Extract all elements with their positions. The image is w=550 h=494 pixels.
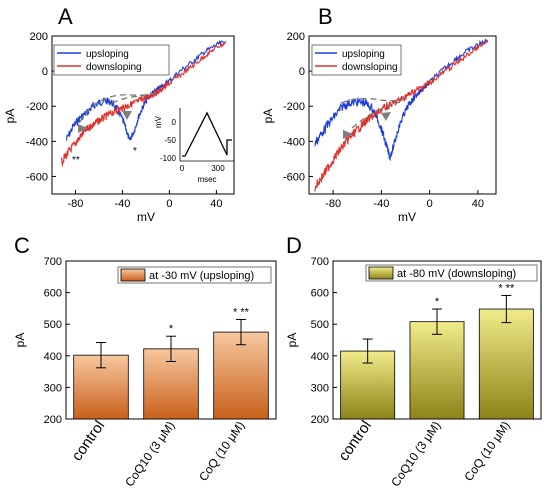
bar-1 [409,321,465,420]
x-tick-label: 40 [472,198,484,210]
y-tick-label: -600 [26,171,48,183]
panel-a-frame [51,35,235,195]
inset-xtick-1: 300 [211,164,225,173]
inset-ytick-1: -50 [164,136,176,145]
panel-a-xlabel: mV [137,210,155,224]
y-tick-label: 200 [287,31,305,43]
y-tick-label: 500 [311,319,329,331]
y-tick-label: 700 [311,256,329,268]
panel-c-ylabel: pA [13,333,27,348]
panel-a-legend: upsloping downsloping [53,44,170,76]
panel-b-dashed-guide [340,97,411,104]
panel-a-significance-1: ** [72,155,80,166]
panel-a-ylabel: pA [3,109,17,124]
inset-xlabel: msec [197,175,216,184]
x-tick-label: 40 [210,198,222,210]
legend-upsloping-label: upsloping [342,49,385,60]
panel-a-significance-2: * [133,146,137,157]
inset-ylabel: mV [154,115,163,128]
y-tick-label: 0 [299,66,305,78]
y-tick-label: 700 [44,256,62,268]
category-label: CoQ10 (3 μM) [122,419,177,490]
panel-a-dashed-guide-2 [111,95,151,104]
significance-label: * ** [233,306,250,318]
category-label: CoQ (10 μM) [196,419,247,484]
inset-ytick-2: -100 [160,154,177,163]
bar-2 [478,308,534,420]
category-label: CoQ10 (3 μM) [388,419,443,490]
panel-letter-c: C [14,233,30,258]
y-tick-label: -200 [283,101,305,113]
panel-b-xlabel: mV [398,210,416,224]
inset-voltage-protocol [182,111,232,157]
panel-a-arrow-marker [78,124,88,133]
inset-xtick-0: 0 [180,164,185,173]
panel-b-arrow-marker [343,130,353,139]
panel-letter-a: A [58,4,73,29]
x-tick-label: 0 [427,198,433,210]
y-tick-label: -200 [26,101,48,113]
bar-2 [213,331,269,420]
series-upsloping-line [314,38,489,162]
significance-label: * ** [498,282,515,294]
y-tick-label: 500 [44,319,62,331]
series-downsloping-line [60,40,227,168]
panel-b-legend: upsloping downsloping [311,44,402,76]
panel-letter-b: B [318,4,333,29]
y-tick-label: 200 [311,414,329,426]
legend-upsloping-label: upsloping [86,49,129,60]
x-tick-label: 0 [166,198,172,210]
y-tick-label: 300 [311,382,329,394]
y-tick-label: -600 [283,171,305,183]
y-tick-label: 400 [44,351,62,363]
panel-a-arrow-marker-2 [122,111,132,120]
panel-c-legend: at -30 mV (upsloping) [117,266,272,284]
legend-swatch [368,266,394,280]
panel-b-dashed-guide-2 [351,101,401,129]
panel-c-legend-label: at -30 mV (upsloping) [149,270,254,282]
panel-letter-d: D [286,233,302,258]
category-label: CoQ (10 μM) [461,419,512,484]
significance-label: * [169,323,174,335]
panel-d-legend: at -80 mV (downsloping) [365,264,538,282]
y-tick-label: -400 [283,136,305,148]
series-downsloping-line [314,39,489,192]
bar-1 [143,348,199,420]
significance-label: * [435,296,440,308]
x-tick-label: -40 [114,198,130,210]
panel-b-arrow-marker-2 [381,112,391,121]
panel-c-plot: * * ** control CoQ10 (3 μM) CoQ (10 μM) 200 3… [13,256,277,490]
category-label: control [69,418,109,465]
panel-b-frame [308,35,497,195]
x-tick-label: -40 [373,198,389,210]
panel-a-inset: mV 0 -50 -100 0 300 msec [154,104,234,188]
panel-a-dashed-guide [79,91,159,123]
panel-b-ylabel: pA [261,109,275,124]
y-tick-label: 600 [44,288,62,300]
y-tick-label: 200 [44,414,62,426]
y-tick-label: 300 [44,382,62,394]
legend-downsloping-label: downsloping [342,62,398,73]
category-label: control [335,418,375,465]
x-tick-label: -80 [325,198,341,210]
y-tick-label: 200 [30,31,48,43]
y-tick-label: 0 [42,66,48,78]
y-tick-label: 400 [311,351,329,363]
panel-d-ylabel: pA [285,333,299,348]
legend-downsloping-label: downsloping [86,62,142,73]
x-tick-label: -80 [68,198,84,210]
y-tick-label: 600 [311,288,329,300]
panel-d-plot: * * ** control CoQ10 (3 μM) CoQ (10 μM) 200 3… [285,256,542,490]
series-upsloping-line [65,39,227,141]
y-tick-label: -400 [26,136,48,148]
legend-swatch [120,268,146,282]
inset-ytick-0: 0 [172,118,177,127]
panel-d-legend-label: at -80 mV (downsloping) [397,268,516,280]
